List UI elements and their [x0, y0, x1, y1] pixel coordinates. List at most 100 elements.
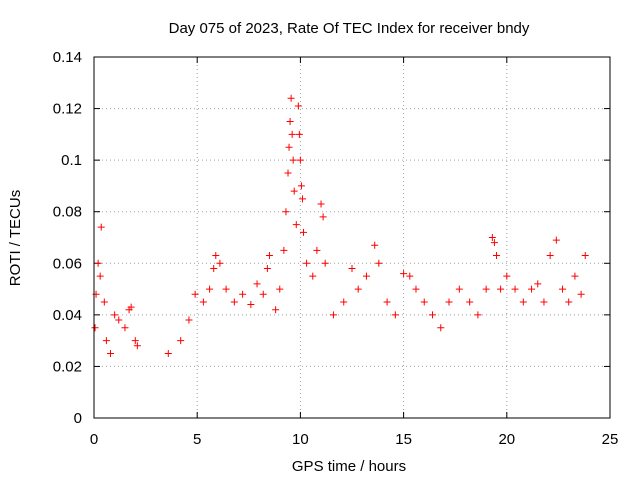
data-point	[102, 337, 110, 345]
data-point	[428, 311, 436, 319]
data-point	[511, 285, 519, 293]
data-point	[253, 280, 261, 288]
data-point	[375, 259, 383, 267]
data-point	[348, 264, 356, 272]
data-point	[263, 264, 271, 272]
data-point	[96, 272, 104, 280]
data-point	[164, 350, 172, 358]
data-points	[91, 94, 589, 358]
data-point	[131, 337, 139, 345]
grid-lines	[94, 57, 610, 418]
data-point	[534, 280, 542, 288]
data-point	[412, 285, 420, 293]
data-point	[297, 182, 305, 190]
data-point	[383, 298, 391, 306]
data-point	[272, 306, 280, 314]
y-tick-label: 0.02	[53, 358, 82, 375]
data-point	[329, 311, 337, 319]
data-point	[303, 259, 311, 267]
y-tick-label: 0.1	[61, 152, 82, 169]
data-point	[321, 259, 329, 267]
data-point	[577, 290, 585, 298]
data-point	[100, 298, 108, 306]
data-point	[519, 298, 527, 306]
data-point	[295, 130, 303, 138]
data-point	[309, 272, 317, 280]
data-point	[552, 236, 560, 244]
data-point	[298, 195, 306, 203]
data-point	[466, 298, 474, 306]
data-point	[216, 259, 224, 267]
data-point	[445, 298, 453, 306]
data-point	[391, 311, 399, 319]
x-tick-label: 10	[292, 431, 309, 448]
data-point	[259, 290, 267, 298]
x-tick-label: 25	[602, 431, 619, 448]
data-point	[362, 272, 370, 280]
data-point	[212, 252, 220, 260]
data-point	[289, 156, 297, 164]
data-point	[437, 324, 445, 332]
data-point	[296, 156, 304, 164]
data-point	[488, 234, 496, 241]
data-point	[455, 285, 463, 293]
data-point	[247, 301, 255, 309]
data-point	[111, 311, 119, 319]
x-tick-label: 5	[193, 431, 201, 448]
y-tick-label: 0.06	[53, 255, 82, 272]
y-axis-label: ROTI / TECUs	[7, 190, 24, 286]
data-point	[540, 298, 548, 306]
data-point	[490, 239, 498, 247]
data-point	[546, 252, 554, 260]
data-point	[191, 290, 199, 298]
data-point	[239, 290, 247, 298]
data-point	[482, 285, 490, 293]
data-point	[115, 316, 123, 324]
data-point	[94, 259, 102, 267]
data-point	[91, 324, 99, 332]
data-point	[581, 252, 589, 260]
x-tick-label: 0	[90, 431, 98, 448]
data-point	[406, 272, 414, 280]
data-point	[565, 298, 573, 306]
data-point	[286, 117, 294, 125]
data-point	[230, 298, 238, 306]
data-point	[288, 130, 296, 138]
data-point	[371, 241, 379, 249]
data-point	[177, 337, 185, 345]
data-point	[571, 272, 579, 280]
data-point	[503, 272, 511, 280]
data-point	[185, 316, 193, 324]
data-point	[133, 342, 141, 350]
y-tick-label: 0.04	[53, 307, 82, 324]
data-point	[127, 303, 135, 311]
data-point	[222, 285, 230, 293]
data-point	[265, 252, 273, 260]
data-point	[299, 228, 307, 236]
data-point	[107, 350, 115, 358]
y-tick-label: 0	[74, 410, 82, 427]
data-point	[313, 246, 321, 254]
data-point	[210, 264, 218, 272]
data-point	[559, 285, 567, 293]
data-point	[294, 102, 302, 110]
data-point	[287, 94, 295, 102]
x-axis-label: GPS time / hours	[292, 458, 406, 475]
data-point	[400, 270, 408, 278]
y-tick-label: 0.08	[53, 204, 82, 221]
data-point	[284, 169, 292, 177]
data-point	[474, 311, 482, 319]
data-point	[121, 324, 129, 332]
data-point	[497, 285, 505, 293]
data-point	[528, 285, 536, 293]
data-point	[292, 221, 300, 229]
data-point	[340, 298, 348, 306]
data-point	[206, 285, 214, 293]
chart-title: Day 075 of 2023, Rate Of TEC Index for r…	[169, 20, 530, 37]
data-point	[97, 223, 105, 231]
data-point	[280, 246, 288, 254]
plot-frame	[93, 56, 611, 419]
x-tick-label: 15	[395, 431, 412, 448]
data-point	[285, 143, 293, 151]
